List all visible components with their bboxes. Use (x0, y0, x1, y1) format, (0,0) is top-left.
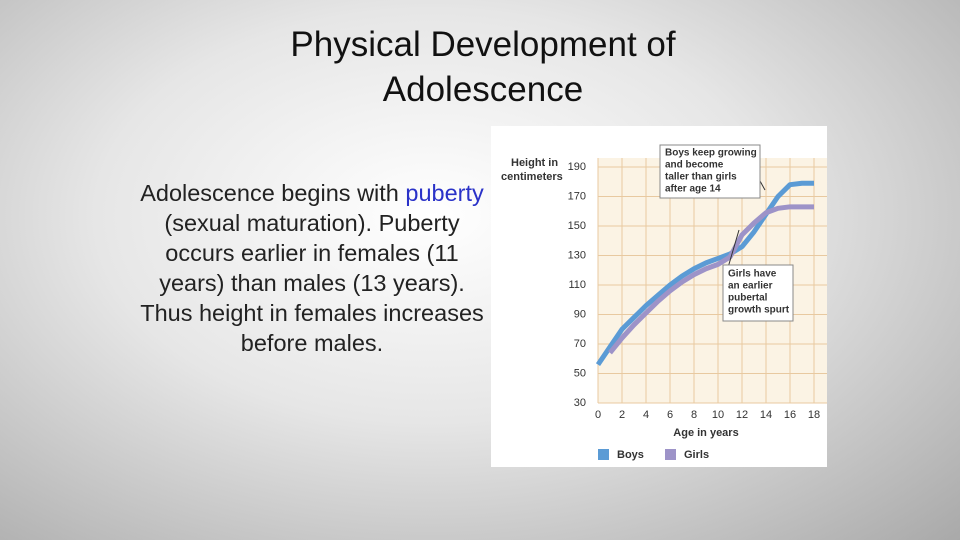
annotation-text: and become (665, 160, 724, 171)
x-tick-label: 2 (619, 409, 625, 421)
x-tick-label: 0 (595, 409, 601, 421)
series-lines (595, 180, 814, 367)
x-tick-label: 6 (667, 409, 673, 421)
series-line (595, 180, 814, 367)
x-tick-label: 8 (691, 409, 697, 421)
x-tick-label: 10 (712, 409, 724, 421)
x-tick-label: 18 (808, 409, 820, 421)
annotation-text: Boys keep growing (665, 148, 757, 159)
y-axis-label: centimeters (501, 171, 563, 183)
x-axis-label: Age in years (673, 427, 738, 439)
x-tick-label: 16 (784, 409, 796, 421)
slide-title: Physical Development of Adolescence (290, 25, 676, 109)
y-tick-label: 70 (574, 338, 586, 350)
legend-label: Girls (684, 449, 709, 461)
x-tick-label: 12 (736, 409, 748, 421)
annotation-text: pubertal (728, 293, 768, 304)
legend: Boys Girls (598, 449, 709, 461)
y-tick-label: 110 (568, 279, 586, 291)
annotation-text: an earlier (728, 281, 773, 292)
x-tick-label: 4 (643, 409, 649, 421)
body-keyword: puberty (405, 180, 484, 206)
body-text: Adolescence begins with (140, 180, 406, 206)
annotation-text: taller than girls (665, 172, 737, 183)
annotation-text: growth spurt (728, 305, 790, 316)
y-tick-label: 190 (568, 161, 586, 173)
y-tick-label: 130 (568, 249, 586, 261)
y-tick-label: 30 (574, 397, 586, 409)
y-tick-label: 90 (574, 308, 586, 320)
annotation-pointer (726, 229, 740, 272)
chart: 30 50 70 90 110 130 150 170 190 0 2 4 6 8 10 12 14 16 18 B… (491, 126, 827, 467)
slide-body: Adolescence begins with puberty (sexual … (132, 178, 492, 358)
annotation-box (659, 144, 761, 199)
y-tick-label: 50 (574, 367, 586, 379)
annotation-text: Girls have (728, 269, 777, 280)
annotation-text: after age 14 (665, 184, 721, 195)
legend-swatch (598, 449, 609, 460)
annotation-pointer (759, 180, 766, 191)
y-tick-label: 170 (568, 190, 586, 202)
series-line (608, 204, 814, 355)
legend-swatch (665, 449, 676, 460)
y-tick-label: 150 (568, 220, 586, 232)
legend-label: Boys (617, 449, 644, 461)
y-axis-label: Height in (511, 157, 558, 169)
body-text: (sexual maturation). Puberty occurs earl… (140, 210, 484, 356)
x-tick-label: 14 (760, 409, 772, 421)
annotation-box (722, 264, 794, 322)
